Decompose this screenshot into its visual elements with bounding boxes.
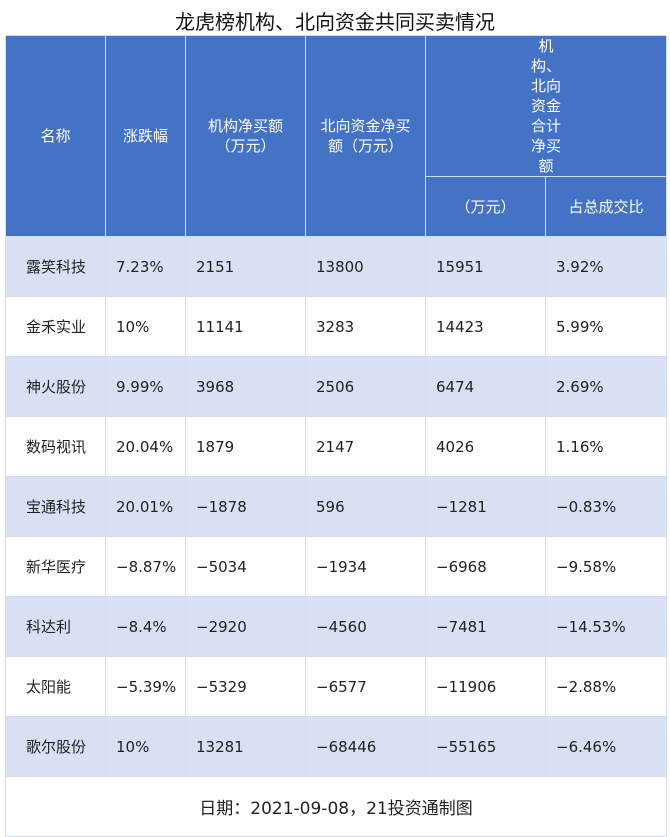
header-name: 名称 (5, 35, 106, 237)
ratio-cell: −9.58% (544, 536, 668, 597)
ratio-cell: 5.99% (544, 296, 668, 357)
name-cell: 露笑科技 (5, 236, 106, 297)
ratio-cell: −2.88% (544, 656, 668, 717)
change-cell: −8.4% (105, 596, 186, 657)
ratio-cell: −0.83% (544, 476, 668, 537)
header-ratio: 占总成交比 (544, 176, 668, 237)
header-combined-group: 机构、北向资金合计净买额 (424, 35, 668, 177)
name-cell: 金禾实业 (5, 296, 106, 357)
table-title: 龙虎榜机构、北向资金共同买卖情况 (175, 10, 495, 34)
change-cell: 20.01% (105, 476, 186, 537)
table-row: 新华医疗 −8.87% −5034 −1934 −6968 −9.58% (5, 536, 668, 597)
header-north: 北向资金净买额（万元） (305, 35, 426, 237)
combined-cell: 15951 (425, 236, 546, 297)
inst-cell: 3968 (185, 356, 306, 417)
data-table: 名称 涨跌幅 机构净买额（万元） 北向资金净买额（万元） 机构、北向资金合计净买… (4, 35, 668, 837)
inst-cell: 11141 (185, 296, 306, 357)
north-cell: 2506 (305, 356, 426, 417)
header-inst: 机构净买额（万元） (185, 35, 306, 237)
table-row: 露笑科技 7.23% 2151 13800 15951 3.92% (5, 236, 668, 297)
name-cell: 太阳能 (5, 656, 106, 717)
change-cell: −5.39% (105, 656, 186, 717)
table-row: 科达利 −8.4% −2920 −4560 −7481 −14.53% (5, 596, 668, 657)
combined-cell: −11906 (425, 656, 546, 717)
combined-cell: 4026 (425, 416, 546, 477)
change-cell: 10% (105, 716, 186, 777)
footer-note: 日期：2021-09-08，21投资通制图 (4, 776, 668, 837)
north-cell: −6577 (305, 656, 426, 717)
inst-cell: 1879 (185, 416, 306, 477)
inst-cell: −5034 (185, 536, 306, 597)
name-cell: 科达利 (5, 596, 106, 657)
name-cell: 歌尔股份 (5, 716, 106, 777)
table-row: 太阳能 −5.39% −5329 −6577 −11906 −2.88% (5, 656, 668, 717)
inst-cell: −1878 (185, 476, 306, 537)
combined-cell: 14423 (425, 296, 546, 357)
ratio-cell: −6.46% (544, 716, 668, 777)
table-row: 数码视讯 20.04% 1879 2147 4026 1.16% (5, 416, 668, 477)
north-cell: 13800 (305, 236, 426, 297)
ratio-cell: 3.92% (544, 236, 668, 297)
table-row: 歌尔股份 10% 13281 −68446 −55165 −6.46% (5, 716, 668, 777)
name-cell: 神火股份 (5, 356, 106, 417)
north-cell: 596 (305, 476, 426, 537)
combined-cell: −55165 (425, 716, 546, 777)
header-change: 涨跌幅 (105, 35, 186, 237)
inst-cell: −5329 (185, 656, 306, 717)
north-cell: −1934 (305, 536, 426, 597)
north-cell: 3283 (305, 296, 426, 357)
name-cell: 新华医疗 (5, 536, 106, 597)
north-cell: −68446 (305, 716, 426, 777)
combined-cell: −6968 (425, 536, 546, 597)
name-cell: 数码视讯 (5, 416, 106, 477)
change-cell: 9.99% (105, 356, 186, 417)
table-row: 宝通科技 20.01% −1878 596 −1281 −0.83% (5, 476, 668, 537)
combined-cell: −1281 (425, 476, 546, 537)
north-cell: −4560 (305, 596, 426, 657)
change-cell: 7.23% (105, 236, 186, 297)
ratio-cell: −14.53% (544, 596, 668, 657)
combined-cell: 6474 (425, 356, 546, 417)
ratio-cell: 2.69% (544, 356, 668, 417)
header-combined: （万元） (425, 176, 546, 237)
change-cell: −8.87% (105, 536, 186, 597)
ratio-cell: 1.16% (544, 416, 668, 477)
change-cell: 10% (105, 296, 186, 357)
inst-cell: −2920 (185, 596, 306, 657)
inst-cell: 2151 (185, 236, 306, 297)
inst-cell: 13281 (185, 716, 306, 777)
table-row: 金禾实业 10% 11141 3283 14423 5.99% (5, 296, 668, 357)
change-cell: 20.04% (105, 416, 186, 477)
combined-cell: −7481 (425, 596, 546, 657)
table-body: 露笑科技 7.23% 2151 13800 15951 3.92% 金禾实业 10% 11141… (5, 236, 668, 777)
north-cell: 2147 (305, 416, 426, 477)
table-row: 神火股份 9.99% 3968 2506 6474 2.69% (5, 356, 668, 417)
name-cell: 宝通科技 (5, 476, 106, 537)
